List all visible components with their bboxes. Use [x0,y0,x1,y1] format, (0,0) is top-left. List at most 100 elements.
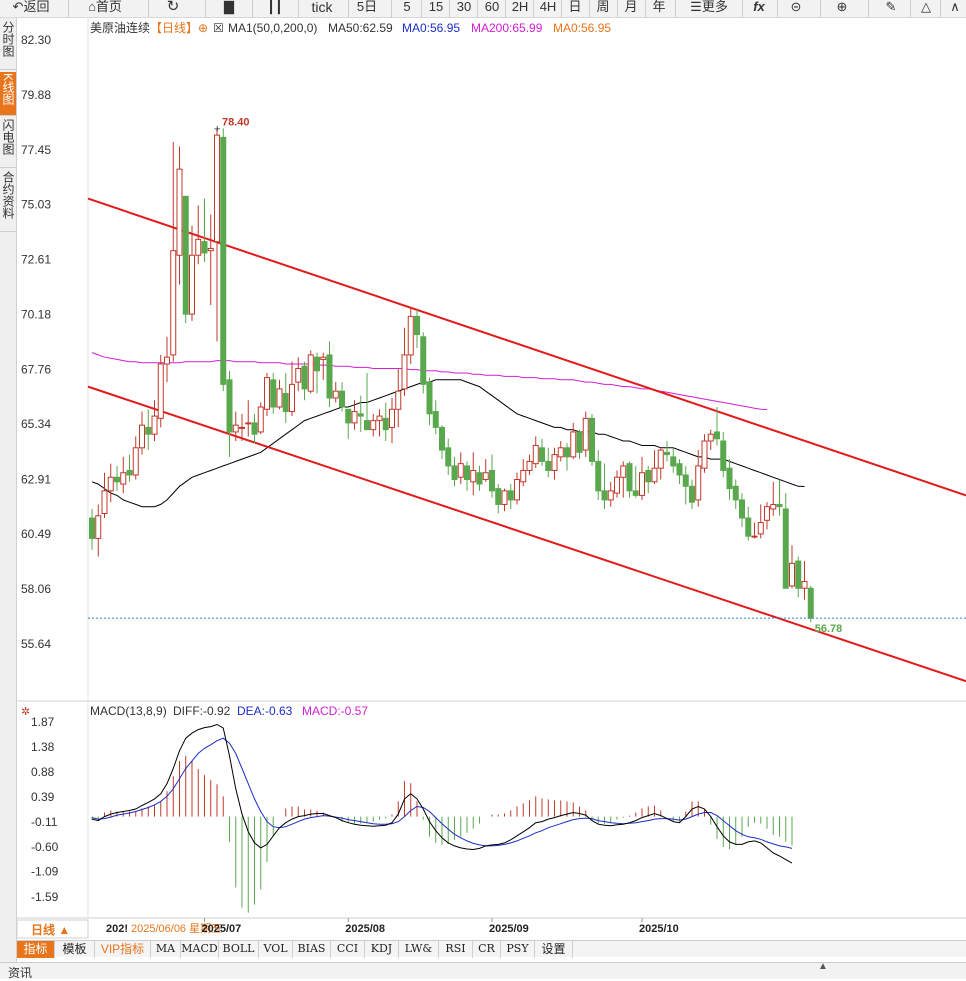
ma200-label: MA200:65.99 [471,21,543,35]
candle-body [495,488,502,505]
back-arrow-icon: ↶ [12,0,24,14]
zoom-in-button[interactable]: ⊕ [830,0,854,18]
tab-kline[interactable]: K线图 [0,72,16,116]
candle-body [139,424,145,449]
period-button[interactable]: 日线 ▲ [31,922,70,937]
instrument-name: 美原油连续 [90,20,150,35]
tab-boll[interactable]: BOLL [219,941,259,958]
tab-cci[interactable]: CCI [331,941,365,958]
candle-body [445,447,452,467]
candle-body [745,517,752,537]
chart-area[interactable]: 美原油连续 【日线】 ⊕ ☒ MA1(50,0,200,0) MA50:62.5… [17,18,966,940]
news-label[interactable]: 资讯 [8,966,33,980]
tab-ma[interactable]: MA [151,941,181,958]
tab-kdj[interactable]: KDJ [365,941,399,958]
collapse-arrow-icon[interactable]: ▲ [818,961,828,972]
period-year[interactable]: 年 [652,0,666,14]
home-button[interactable]: ⌂首页 [82,0,128,18]
tab-macd[interactable]: MACD [181,941,219,958]
tab-settings[interactable]: 设置 [535,941,573,958]
candle-body [470,469,477,483]
ma0-label-2: MA0:56.95 [553,21,611,35]
settings-dot-icon[interactable]: ⊕ [198,21,208,35]
period-day[interactable]: 日 [568,0,582,14]
candle-body [757,522,764,535]
candle-body [720,440,727,471]
candle-body [501,490,508,505]
tab-template[interactable]: 模板 [55,941,95,958]
candle-body [220,136,227,385]
macd-settings-icon[interactable]: ✲ [21,706,30,718]
cursor-date-label: 2025/06/06 星期五 [131,922,222,935]
candle-button[interactable]: ┃┃ [262,0,288,18]
indicator-tabs: 指标 模板 VIP指标 MA MACD BOLL VOL BIAS CCI KD… [17,940,966,958]
candle-body [120,472,127,485]
macd-tick-label: 1.38 [31,740,55,754]
candle-body [595,460,602,492]
tab-vol[interactable]: VOL [259,941,293,958]
candle-body [564,447,570,458]
indicator-icon[interactable]: ☒ [213,21,224,35]
trend-channel [87,197,966,683]
candle-body [807,587,814,619]
back-button[interactable]: ↶返回 [6,0,56,18]
triangle-up-icon: △ [921,0,931,14]
period-5d[interactable]: 5日 [356,0,378,14]
macd-tick-label: 0.88 [31,765,55,779]
candle-body [689,485,695,503]
ma50-label: MA50:62.59 [328,21,393,35]
tab-bias[interactable]: BIAS [293,941,331,958]
macd-tick-label: -0.60 [31,840,59,854]
more-button[interactable]: ☰更多 [684,0,734,18]
macd-value: MACD:-0.57 [302,704,368,718]
period-4h[interactable]: 4H [539,0,557,14]
period-button-box[interactable] [17,919,89,939]
macd-y-axis: 1.87 1.38 0.88 0.39 -0.11 -0.60 -1.09 -1.59 [31,715,59,904]
period-week[interactable]: 周 [596,0,610,14]
tab-indicator[interactable]: 指标 [17,941,55,958]
pencil-icon: ✎ [885,0,897,14]
candle-body [764,506,770,521]
candle-body [420,336,427,385]
tab-intraday[interactable]: 分时图 [0,20,16,70]
tab-flash-label: 闪电图 [1,119,15,155]
tab-flash[interactable]: 闪电图 [0,118,16,168]
period-15[interactable]: 15 [428,0,444,14]
candle-body [582,417,589,451]
tab-contract-info[interactable]: 合约资料 [0,170,16,232]
tab-rsi[interactable]: RSI [439,941,473,958]
refresh-button[interactable]: ↻ [160,0,186,18]
period-60[interactable]: 60 [484,0,500,14]
candle-body [795,560,802,589]
draw-button[interactable]: ✎ [880,0,902,18]
x-axis-label: 2025/08 [345,923,385,935]
tab-psy[interactable]: PSY [501,941,535,958]
period-5[interactable]: 5 [403,0,411,14]
candle-body [189,254,195,315]
macd-tick-label: -1.09 [31,865,59,879]
tab-cr[interactable]: CR [473,941,501,958]
high-price-label: 78.40 [222,116,250,128]
zoom-in-icon: ⊕ [836,0,848,14]
high-marker-icon: + [214,123,220,135]
tab-lw[interactable]: LW& [399,941,439,958]
bar-chart-icon: ▇ [224,0,234,14]
refresh-icon: ↻ [166,0,180,15]
period-2h[interactable]: 2H [511,0,529,14]
tab-intraday-label: 分时图 [1,21,15,57]
bar-chart-button[interactable]: ▇ [216,0,242,18]
collapse-up-button[interactable]: △ [915,0,937,18]
top-toolbar: ↶返回 ⌂首页 ↻ ▇ ┃┃ tick 5日 5 15 30 60 2H 4H … [0,0,966,18]
tab-vip[interactable]: VIP指标 [95,941,151,958]
expand-button[interactable]: ∧ [944,0,966,18]
tab-kline-label: K线图 [1,73,15,106]
period-30[interactable]: 30 [456,0,472,14]
price-tick-label: 77.45 [21,143,51,157]
formula-button[interactable]: fx [753,0,765,14]
candle-body [601,490,608,501]
tick-button[interactable]: tick [311,0,333,15]
price-tick-label: 58.06 [21,582,51,596]
period-month[interactable]: 月 [624,0,638,14]
zoom-out-button[interactable]: ⊝ [784,0,808,18]
candlestick-icon: ┃┃ [267,0,283,14]
